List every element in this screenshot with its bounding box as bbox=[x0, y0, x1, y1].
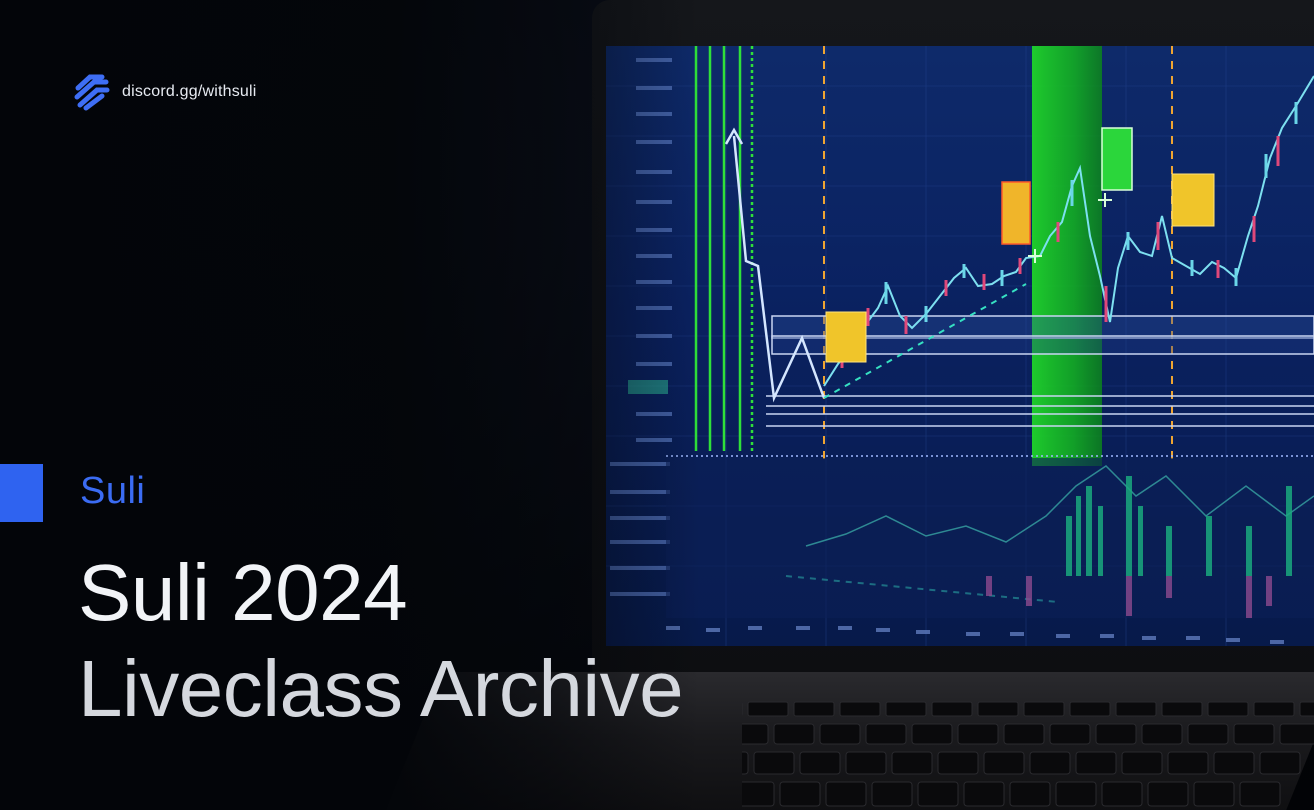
price-line bbox=[823, 75, 1314, 387]
title-line-1: Suli 2024 bbox=[78, 548, 408, 637]
event-markers bbox=[823, 46, 1173, 466]
laptop-illustration bbox=[377, 0, 1314, 810]
discord-link[interactable]: discord.gg/withsuli bbox=[122, 83, 257, 100]
eyebrow-label: Suli bbox=[80, 470, 146, 512]
brand-header[interactable]: discord.gg/withsuli bbox=[72, 72, 257, 112]
left-axis-ticks bbox=[610, 58, 672, 596]
stacked-wave-logo-icon bbox=[74, 74, 110, 111]
trend-line bbox=[823, 283, 1027, 399]
trading-chart-screen bbox=[606, 46, 1314, 646]
indicator-panel bbox=[666, 458, 1314, 618]
candles-down bbox=[840, 136, 1280, 368]
keyboard-keys bbox=[742, 701, 1314, 807]
accent-bar bbox=[0, 464, 43, 522]
title-line-2: Liveclass Archive bbox=[78, 644, 684, 733]
page-title: Suli 2024 Liveclass Archive bbox=[78, 545, 684, 737]
chart-markers bbox=[825, 127, 1215, 363]
highlight-zone bbox=[1032, 46, 1102, 466]
path-arrow bbox=[732, 135, 826, 403]
bottom-axis-ticks bbox=[666, 626, 1284, 644]
trading-chart bbox=[606, 46, 1314, 646]
